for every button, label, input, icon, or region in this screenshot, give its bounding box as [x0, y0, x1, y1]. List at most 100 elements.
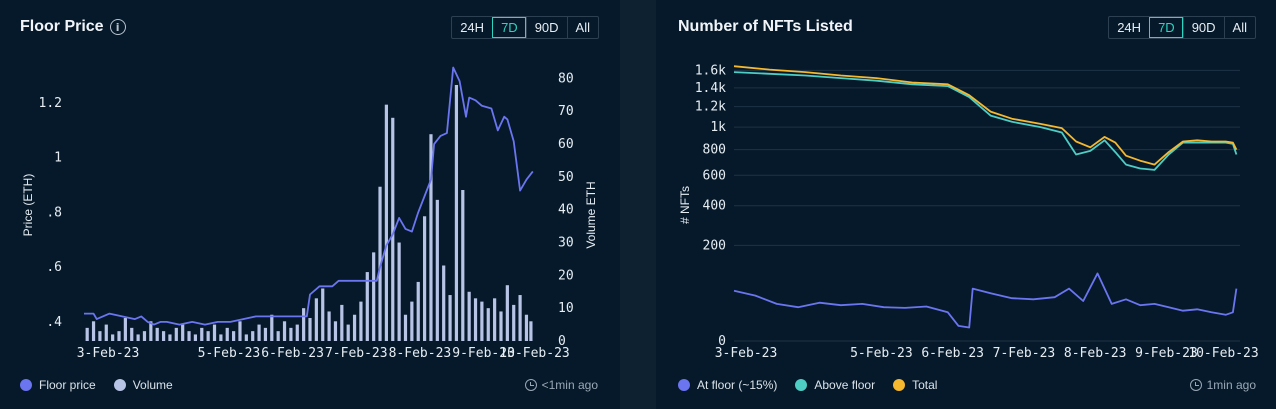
y2-tick-label: 50	[558, 170, 574, 185]
legend-dot-icon	[893, 379, 906, 391]
volume-bar	[219, 334, 223, 341]
range-90d[interactable]: 90D	[1182, 17, 1224, 38]
legend-floor-price[interactable]: Floor price	[20, 378, 96, 392]
range-7d[interactable]: 7D	[492, 17, 526, 38]
volume-bar	[282, 321, 287, 341]
y2-tick-label: 30	[558, 236, 574, 251]
series-line	[733, 71, 1238, 171]
volume-bar	[480, 301, 484, 341]
x-tick-label: 8-Feb-23	[389, 346, 452, 361]
range-90d[interactable]: 90D	[525, 17, 567, 38]
legend-total[interactable]: Total	[893, 378, 937, 392]
volume-bar	[155, 327, 159, 341]
volume-bar	[454, 84, 459, 341]
floor-price-chart: 1.2 1 .8 .6 .4 80 70 60 50 40 30 20 10 0 3-Feb-23 5-Feb…	[21, 66, 598, 361]
volume-bar	[499, 311, 503, 341]
volume-bar	[263, 327, 268, 341]
last-updated: <1min ago	[524, 378, 598, 392]
x-tick-label: 9-Feb-23	[452, 346, 515, 361]
legend-label: Total	[912, 378, 938, 392]
volume-bar	[193, 334, 198, 341]
series-line	[733, 65, 1238, 166]
volume-bar	[416, 281, 420, 341]
x-tick-label: 6-Feb-23	[261, 346, 324, 361]
range-selector: 24H 7D 90D All	[1108, 16, 1256, 39]
volume-bar	[435, 199, 439, 341]
info-icon[interactable]: i	[109, 19, 126, 35]
y-tick-label: 1.2k	[695, 100, 726, 115]
volume-bar	[212, 324, 217, 341]
range-24h[interactable]: 24H	[1117, 20, 1142, 35]
volume-bar	[232, 331, 236, 341]
range-selector: 24H 7D 90D All	[451, 16, 599, 39]
last-updated: 1min ago	[1189, 378, 1256, 392]
y-tick-label: 1.2	[39, 96, 62, 111]
legend-label: Above floor	[814, 378, 876, 392]
range-24h[interactable]: 24H	[460, 20, 485, 35]
volume-bar	[327, 311, 331, 341]
x-tick-label: 3-Feb-23	[77, 346, 140, 361]
y-tick-label: 1.4k	[695, 81, 726, 96]
x-tick-label: 6-Feb-23	[921, 346, 984, 361]
volume-bar	[321, 288, 325, 341]
volume-bar	[149, 321, 153, 341]
y-tick-label: 0	[718, 334, 726, 349]
y2-tick-label: 10	[558, 301, 574, 316]
legend-dot-icon	[795, 379, 808, 391]
volume-bar	[130, 327, 134, 341]
range-7d[interactable]: 7D	[1149, 17, 1183, 38]
y2-tick-label: 80	[558, 71, 574, 86]
volume-bar	[346, 324, 350, 341]
volume-bar	[352, 314, 357, 341]
volume-bar	[98, 331, 102, 341]
volume-bar	[244, 334, 248, 341]
volume-bar	[257, 324, 261, 341]
legend-dot-icon	[678, 379, 690, 391]
volume-bar	[486, 308, 490, 341]
volume-bar	[333, 321, 338, 341]
y2-axis-label: Volume ETH	[584, 181, 598, 248]
x-tick-label: 8-Feb-23	[1064, 346, 1127, 361]
y-tick-label: 1k	[710, 120, 726, 135]
y-tick-label: 1	[54, 151, 62, 166]
volume-bar	[104, 324, 108, 341]
volume-bar	[461, 190, 465, 341]
volume-bar	[308, 318, 312, 341]
volume-bar	[187, 331, 191, 341]
legend-volume[interactable]: Volume	[113, 378, 173, 392]
range-all[interactable]: All	[566, 17, 598, 38]
legend: At floor (~15%) Above floor Total	[678, 378, 937, 392]
y2-tick-label: 20	[558, 268, 574, 283]
volume-bar	[384, 104, 388, 341]
volume-bar	[238, 321, 242, 341]
y2-tick-label: 70	[558, 104, 574, 119]
volume-bar	[91, 321, 96, 341]
volume-bar	[359, 301, 363, 341]
volume-bar	[136, 334, 140, 341]
x-tick-label: 7-Feb-23	[325, 346, 388, 361]
y-tick-label: .6	[46, 260, 62, 275]
volume-bar	[111, 334, 115, 341]
y-axis-label: # NFTs	[678, 186, 692, 224]
volume-bar	[161, 331, 166, 341]
volume-bar	[391, 117, 395, 341]
volume-bar	[123, 318, 127, 341]
volume-bar	[442, 265, 446, 341]
range-all[interactable]: All	[1223, 17, 1255, 38]
nfts-listed-panel: Number of NFTs Listed 24H 7D 90D All 1.6…	[656, 0, 1276, 409]
volume-bar	[142, 331, 147, 341]
volume-bar	[200, 327, 204, 341]
volume-bar	[410, 301, 414, 341]
legend-above-floor[interactable]: Above floor	[795, 378, 875, 392]
y-tick-label: .4	[46, 315, 62, 330]
panel-title: Floor Price	[20, 18, 104, 35]
volume-bar	[225, 327, 229, 341]
y-tick-label: .8	[46, 205, 62, 220]
volume-bar	[117, 331, 121, 341]
volume-bar	[372, 252, 376, 341]
volume-bar	[403, 314, 408, 341]
floor-price-title-row: Floor Price i	[20, 18, 126, 36]
legend-dot-icon	[20, 379, 32, 391]
legend-label: Volume	[132, 378, 173, 392]
legend-at-floor[interactable]: At floor (~15%)	[678, 378, 777, 392]
